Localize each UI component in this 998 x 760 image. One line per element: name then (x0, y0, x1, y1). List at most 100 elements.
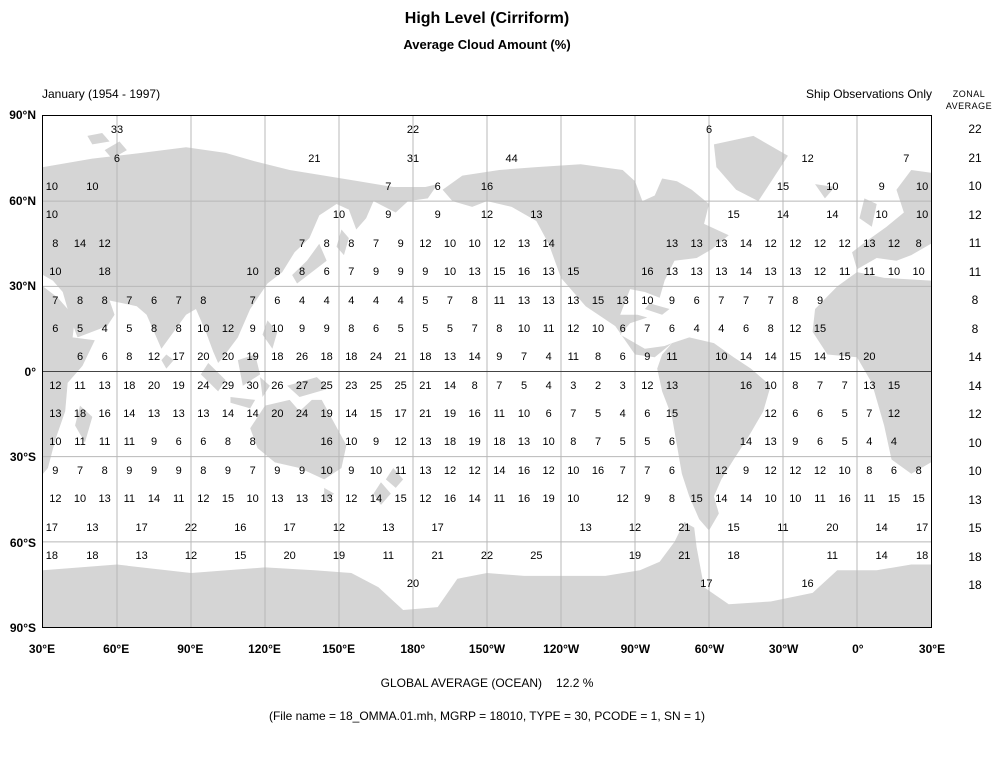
cloud-amount-value: 7 (496, 379, 503, 392)
cloud-amount-value: 7 (903, 152, 910, 165)
cloud-amount-value: 18 (73, 408, 87, 421)
cloud-amount-value: 16 (517, 493, 531, 506)
cloud-amount-value: 8 (594, 351, 602, 364)
cloud-amount-value: 15 (727, 521, 740, 534)
cloud-amount-value: 13 (419, 436, 432, 449)
page-title: High Level (Cirriform) (404, 10, 570, 27)
cloud-amount-value: 11 (123, 493, 136, 506)
cloud-amount-value: 3 (619, 379, 626, 392)
landmass-shape (442, 164, 729, 358)
cloud-amount-value: 9 (150, 464, 158, 477)
cloud-amount-value: 10 (332, 209, 346, 222)
cloud-amount-value: 18 (345, 351, 358, 364)
cloud-amount-value: 12 (345, 493, 358, 506)
cloud-amount-value: 7 (520, 351, 528, 364)
cloud-amount-value: 9 (422, 266, 429, 279)
cloud-amount-value: 5 (397, 322, 404, 335)
zonal-average-value: 8 (971, 321, 979, 336)
landmass-shape (385, 468, 404, 488)
cloud-amount-value: 11 (172, 493, 185, 506)
cloud-amount-value: 15 (887, 493, 901, 506)
landmass-shape (815, 184, 835, 199)
cloud-amount-value: 6 (619, 351, 626, 364)
longitude-tick-label: 180° (400, 642, 426, 656)
cloud-amount-value: 6 (693, 294, 700, 307)
cloud-amount-value: 13 (567, 294, 580, 307)
cloud-amount-value: 6 (668, 436, 676, 449)
longitude-tick-label: 120°E (248, 642, 281, 656)
cloud-amount-value: 8 (249, 436, 256, 449)
cloud-amount-value: 12 (184, 550, 198, 563)
cloud-amount-value: 22 (184, 521, 198, 534)
cloud-amount-value: 7 (372, 237, 380, 250)
cloud-amount-value: 8 (101, 464, 108, 477)
cloud-amount-value: 12 (480, 209, 494, 222)
cloud-amount-value: 10 (320, 464, 333, 477)
cloud-amount-value: 12 (789, 464, 802, 477)
cloud-amount-value: 6 (200, 436, 207, 449)
cloud-amount-value: 15 (813, 322, 827, 335)
cloud-amount-value: 12 (419, 237, 432, 250)
cloud-amount-value: 18 (419, 351, 432, 364)
cloud-amount-value: 5 (422, 322, 429, 335)
cloud-amount-value: 25 (320, 379, 333, 392)
landmass-shape (43, 286, 95, 474)
cloud-amount-value: 20 (406, 578, 420, 591)
cloud-amount-value: 13 (295, 493, 309, 506)
zonal-average-value: 18 (968, 549, 982, 564)
cloud-amount-value: 6 (619, 322, 626, 335)
cloud-amount-value: 13 (764, 436, 777, 449)
cloud-amount-value: 12 (49, 379, 62, 392)
cloud-amount-value: 11 (666, 351, 678, 364)
cloud-amount-value: 13 (147, 408, 161, 421)
cloud-amount-value: 13 (715, 237, 728, 250)
cloud-amount-value: 10 (345, 436, 358, 449)
source-label: Ship Observations Only (805, 87, 932, 101)
cloud-amount-value: 13 (690, 266, 703, 279)
cloud-amount-value: 20 (221, 351, 235, 364)
cloud-amount-value: 15 (493, 266, 506, 279)
cloud-amount-value: 15 (567, 266, 580, 279)
cloud-amount-value: 11 (123, 436, 136, 449)
cloud-amount-value: 22 (406, 124, 420, 137)
zonal-average-value: 14 (968, 378, 982, 393)
longitude-axis: 30°E 60°E 90°E 120°E 150°E 180° 150°W 120°W 90°W… (29, 628, 945, 658)
cloud-amount-value: 12 (838, 237, 851, 250)
cloud-amount-value: 25 (530, 550, 543, 563)
cell-values-layer: 33 22 6 6 21 31 44 12 7 10 10 7 6 16 15 10 9 10 10 10 9 9 12 13… (43, 116, 931, 627)
cloud-amount-value: 12 (789, 322, 802, 335)
cloud-amount-value: 21 (394, 351, 407, 364)
cloud-amount-value: 26 (271, 379, 284, 392)
cloud-amount-value: 6 (52, 322, 59, 335)
cloud-amount-value: 6 (101, 351, 108, 364)
cloud-amount-value: 18 (915, 550, 929, 563)
cloud-amount-value: 17 (915, 521, 929, 534)
cloud-amount-value: 10 (443, 266, 457, 279)
cloud-amount-value: 9 (323, 322, 330, 335)
cloud-amount-value: 8 (175, 322, 182, 335)
cloud-amount-value: 9 (644, 351, 651, 364)
cloud-amount-value: 18 (443, 436, 457, 449)
cloud-amount-value: 20 (271, 408, 284, 421)
cloud-amount-value: 12 (221, 322, 235, 335)
cloud-amount-value: 15 (591, 294, 605, 307)
cloud-amount-value: 12 (98, 237, 111, 250)
cloud-amount-value: 5 (841, 408, 848, 421)
cloud-amount-value: 7 (718, 294, 725, 307)
global-average-line: GLOBAL AVERAGE (OCEAN) 12.2 % (42, 676, 932, 690)
cloud-amount-value: 11 (567, 351, 580, 364)
cloud-amount-value: 6 (274, 294, 281, 307)
cloud-amount-value: 18 (98, 266, 111, 279)
cloud-amount-value: 20 (197, 351, 210, 364)
cloud-amount-value: 11 (74, 436, 86, 449)
cloud-amount-value: 7 (126, 294, 133, 307)
cloud-amount-value: 7 (866, 408, 873, 421)
cloud-amount-value: 9 (397, 237, 404, 250)
cloud-amount-value: 12 (813, 464, 827, 477)
cloud-amount-value: 9 (878, 180, 885, 193)
latitude-tick-label: 90°N (9, 108, 36, 122)
latitude-tick-label: 30°N (9, 279, 36, 293)
cloud-amount-value: 12 (887, 408, 901, 421)
cloud-amount-value: 8 (471, 379, 478, 392)
cloud-amount-value: 14 (123, 408, 136, 421)
